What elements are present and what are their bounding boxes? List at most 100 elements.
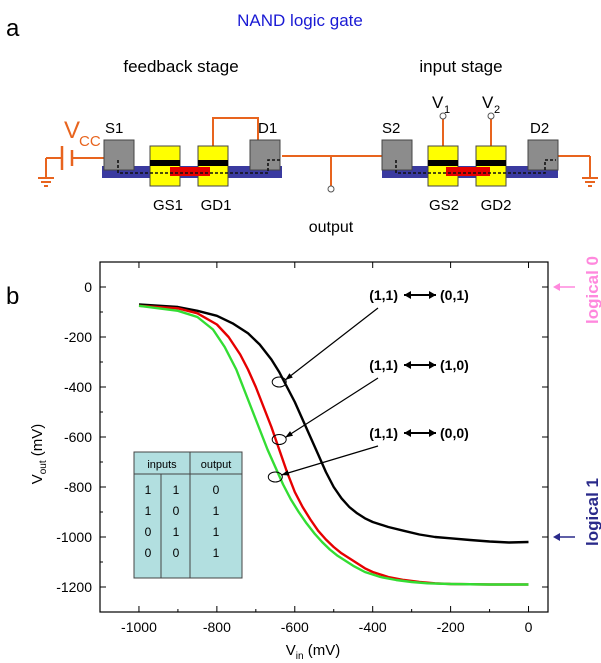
ground-left-icon: [38, 177, 54, 187]
truth-table-input-cell: 1: [173, 483, 180, 497]
input-stage-label: input stage: [419, 57, 502, 76]
panel-a-label: a: [6, 15, 20, 42]
truth-table-input-cell: 0: [145, 546, 152, 560]
v2-terminal-icon: [487, 112, 495, 120]
x-tick-label: -600: [281, 619, 309, 635]
y-tick-label: 0: [84, 279, 92, 295]
v2-label: V: [482, 93, 494, 112]
pointer-line: [281, 445, 379, 476]
x-axis-label: Vin (mV): [286, 642, 340, 662]
y-tick-label: -400: [64, 379, 92, 395]
truth-table-output-cell: 0: [213, 483, 220, 497]
svg-text:Vin (mV): Vin (mV): [286, 642, 340, 662]
x-tick-label: -400: [359, 619, 387, 635]
output-label: output: [309, 219, 354, 236]
channel-red-input: [446, 167, 490, 176]
arrow-head-left-icon: [404, 429, 411, 437]
contact-s2: [381, 139, 413, 171]
vcc-source-icon: [60, 146, 74, 170]
wires: [45, 117, 591, 186]
y-tick-label: -1000: [56, 529, 92, 545]
annotation-label-right: (0,1): [440, 287, 469, 303]
truth-table-bg: [133, 451, 243, 579]
current-path-input: [395, 159, 556, 174]
arrow-head-right-icon: [429, 361, 436, 369]
y-tick-label: -600: [64, 429, 92, 445]
arrow-head-right-icon: [429, 429, 436, 437]
annotation-label-left: (1,1): [369, 287, 398, 303]
svg-text:Vout (mV): Vout (mV): [29, 424, 49, 485]
arrow-head-right-icon: [429, 291, 436, 299]
annotation-label-right: (1,0): [440, 357, 469, 373]
feedback-device: [102, 139, 282, 187]
y-tick-label: -1200: [56, 579, 92, 595]
truth-table-header-inputs: inputs: [147, 459, 177, 471]
d1-label: D1: [258, 120, 277, 137]
pointer-arrow-head-icon: [285, 373, 293, 380]
panel-b: b Vout (mV) Vin (mV) -1000 -800 -600 -400 -2…: [6, 256, 601, 662]
truth-table-input-cell: 0: [145, 525, 152, 539]
channel-red-feedback: [170, 167, 210, 176]
truth-table-output-cell: 1: [213, 546, 220, 560]
v1-label-sub: 1: [444, 104, 450, 116]
truth-table-input-cell: 1: [173, 525, 180, 539]
x-tick-label: -800: [203, 619, 231, 635]
current-path-feedback: [117, 159, 280, 174]
gs1-label: GS1: [153, 197, 183, 214]
arrow-head-left-icon: [404, 291, 411, 299]
logical1-arrowhead-icon: [553, 533, 560, 541]
panel-b-label: b: [6, 283, 19, 310]
truth-table: inputs output 1 1 0 1 0 1 0 1 1 0 0 1: [133, 451, 243, 579]
v1-terminal-icon: [439, 112, 447, 120]
v1-label: V: [432, 93, 444, 112]
y-tick-label: -800: [64, 479, 92, 495]
feedback-stage-label: feedback stage: [123, 57, 238, 76]
x-tick-label: -200: [437, 619, 465, 635]
truth-table-input-cell: 0: [173, 546, 180, 560]
contact-s1: [103, 139, 135, 171]
annotation-label-right: (0,0): [440, 425, 469, 441]
gd1-label: GD1: [201, 197, 232, 214]
logical0-arrowhead-icon: [553, 283, 560, 291]
gs2-label: GS2: [429, 197, 459, 214]
s1-label: S1: [105, 120, 123, 137]
truth-table-input-cell: 1: [145, 483, 152, 497]
panel-a: a NAND logic gate feedback stage input s…: [6, 11, 598, 236]
output-terminal-icon: [327, 185, 335, 193]
x-tick-label: 0: [525, 619, 533, 635]
pointer-line: [284, 377, 379, 439]
annotation-label-left: (1,1): [369, 425, 398, 441]
annotation-marker: [267, 471, 283, 483]
d2-label: D2: [530, 120, 549, 137]
truth-table-output-cell: 1: [213, 504, 220, 518]
pointer-line: [284, 307, 379, 381]
annotation-marker: [271, 376, 287, 388]
truth-table-output-cell: 1: [213, 525, 220, 539]
x-tick-label: -1000: [121, 619, 157, 635]
y-tick-label: -200: [64, 329, 92, 345]
plot-area: -1000 -800 -600 -400 -200 0 0 -200 -400 -600 -800 -…: [56, 256, 601, 635]
arrow-head-left-icon: [404, 361, 411, 369]
truth-table-header-output: output: [201, 459, 232, 471]
v2-label-sub: 2: [494, 104, 500, 116]
ground-right-icon: [582, 177, 598, 187]
vcc-label-sub: CC: [79, 133, 101, 150]
contact-d1: [249, 139, 281, 171]
panel-a-title: NAND logic gate: [237, 11, 363, 30]
logical1-label: logical 1: [583, 478, 601, 546]
y-axis-label: Vout (mV): [29, 424, 49, 485]
gd2-label: GD2: [481, 197, 512, 214]
series-line-2: [138, 304, 529, 586]
input-device: [381, 139, 559, 187]
annotation-marker: [271, 434, 287, 445]
annotation-label-left: (1,1): [369, 357, 398, 373]
vcc-label: V: [64, 117, 80, 144]
truth-table-input-cell: 1: [145, 504, 152, 518]
pointer-arrow-head-icon: [285, 431, 294, 438]
truth-table-input-cell: 0: [173, 504, 180, 518]
series-line-0: [138, 303, 529, 544]
logical0-label: logical 0: [583, 256, 601, 324]
contact-d2: [527, 139, 559, 171]
pointer-arrow-head-icon: [281, 470, 290, 476]
